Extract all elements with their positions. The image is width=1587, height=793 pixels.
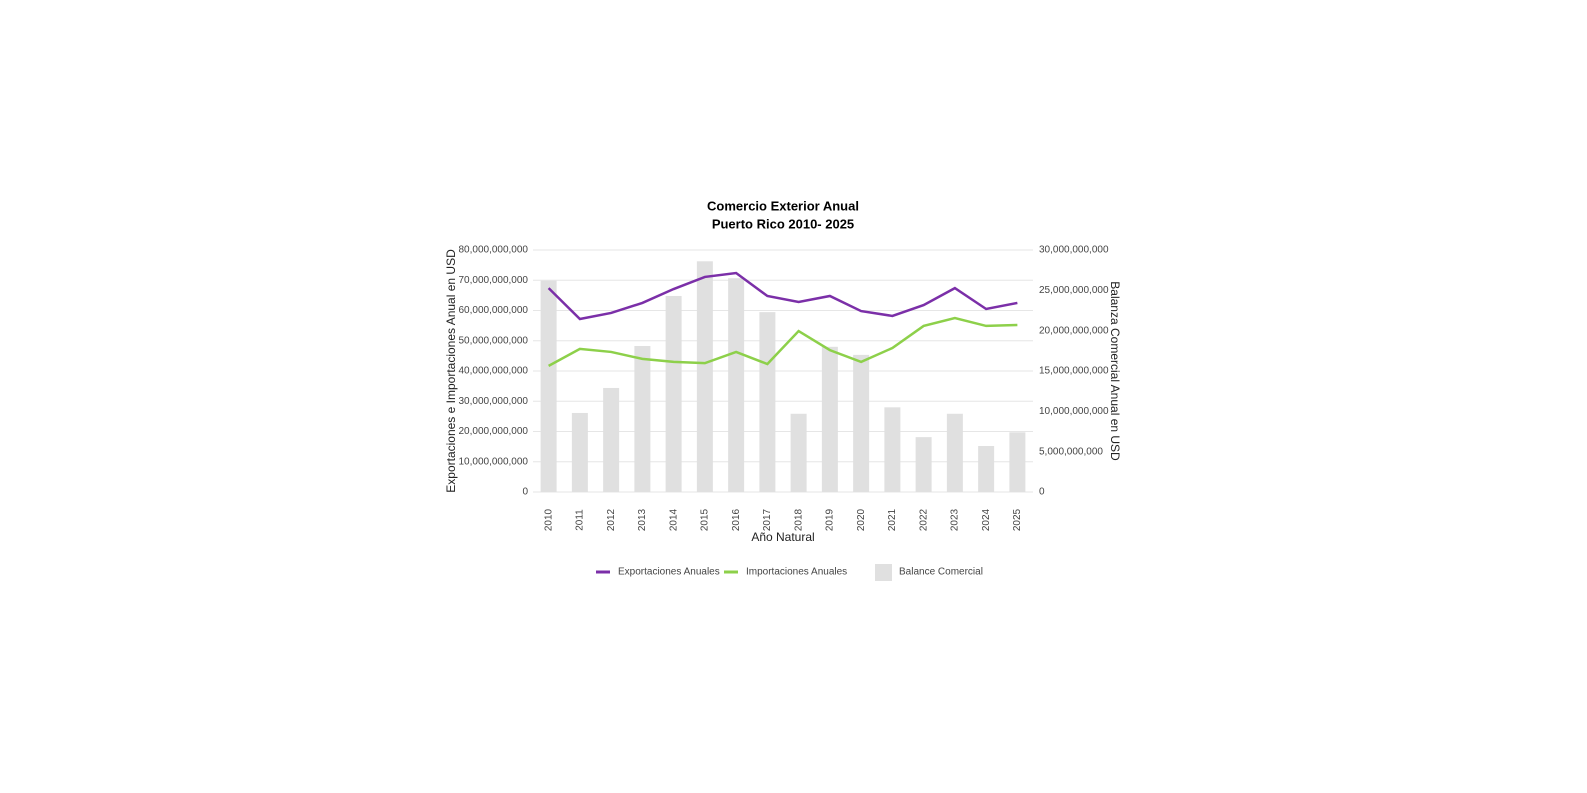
line	[548, 316, 1018, 367]
y-tick-label: 30,000,000,000	[458, 396, 528, 407]
y-tick-label: 60,000,000,000	[458, 305, 528, 316]
legend-label: Exportaciones Anuales	[618, 567, 720, 578]
y-tick-label: 50,000,000,000	[458, 335, 528, 346]
bar	[759, 312, 776, 492]
x-tick-label: 2013	[637, 508, 648, 531]
x-axis-title: Año Natural	[751, 530, 814, 544]
y2-axis-title: Balanza Comercial Anual en USD	[1108, 281, 1122, 461]
line	[547, 271, 1018, 321]
bar	[603, 387, 620, 492]
y-tick-label: 70,000,000,000	[458, 275, 528, 286]
y-tick-label: 10,000,000,000	[458, 456, 528, 467]
bar	[884, 407, 901, 492]
x-tick-label: 2020	[856, 508, 867, 531]
bar	[853, 354, 870, 492]
legend-label: Importaciones Anuales	[746, 567, 847, 578]
bar	[665, 295, 682, 492]
bar	[821, 346, 838, 492]
y-tick-label: 40,000,000,000	[458, 366, 528, 377]
y2-tick-label: 30,000,000,000	[1039, 245, 1109, 256]
y2-tick-label: 25,000,000,000	[1039, 285, 1109, 296]
y2-tick-label: 20,000,000,000	[1039, 325, 1109, 336]
y-tick-label: 80,000,000,000	[458, 245, 528, 256]
x-tick-label: 2011	[575, 509, 586, 531]
bar	[728, 278, 745, 492]
x-tick-label: 2012	[606, 508, 617, 531]
y2-tick-label: 10,000,000,000	[1039, 406, 1109, 417]
y-tick-label: 20,000,000,000	[458, 426, 528, 437]
chart-title: Comercio Exterior Anual	[707, 198, 859, 213]
bar	[946, 413, 963, 492]
y2-tick-label: 15,000,000,000	[1039, 366, 1109, 377]
legend-label: Balance Comercial	[899, 567, 983, 578]
bar	[634, 345, 651, 492]
y2-tick-label: 5,000,000,000	[1039, 446, 1103, 457]
x-tick-label: 2019	[825, 508, 836, 531]
bar	[1009, 432, 1026, 492]
x-tick-label: 2022	[918, 508, 929, 531]
y-axis-title: Exportaciones e Importaciones Anual en U…	[444, 249, 458, 493]
x-tick-label: 2017	[762, 508, 773, 531]
bar	[978, 446, 995, 492]
x-tick-label: 2021	[887, 508, 898, 531]
x-tick-label: 2014	[668, 508, 679, 531]
bar	[915, 437, 932, 492]
bar	[790, 413, 807, 492]
chart-subtitle: Puerto Rico 2010- 2025	[712, 216, 854, 231]
bar	[540, 280, 557, 492]
x-tick-label: 2010	[543, 508, 554, 531]
x-tick-label: 2025	[1012, 508, 1023, 531]
bar	[696, 261, 713, 492]
legend-swatch	[875, 564, 892, 581]
x-tick-label: 2024	[981, 508, 992, 531]
x-tick-label: 2015	[700, 508, 711, 531]
y-tick-label: 0	[522, 487, 528, 498]
x-tick-label: 2018	[793, 508, 804, 531]
bar	[571, 412, 588, 492]
x-tick-label: 2016	[731, 508, 742, 531]
x-tick-label: 2023	[950, 508, 961, 531]
y2-tick-label: 0	[1039, 487, 1045, 498]
